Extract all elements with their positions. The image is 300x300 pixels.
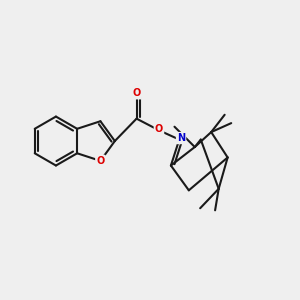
Text: O: O	[96, 156, 105, 166]
Text: N: N	[177, 133, 185, 143]
Text: O: O	[155, 124, 163, 134]
Text: O: O	[132, 88, 141, 98]
